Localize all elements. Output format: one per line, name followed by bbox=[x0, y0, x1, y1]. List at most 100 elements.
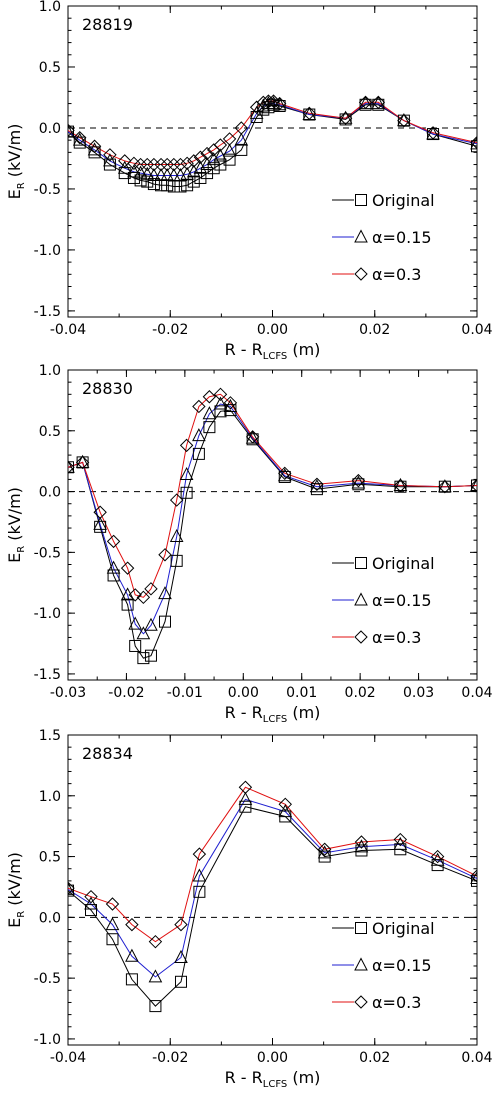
data-point-diamond bbox=[75, 455, 90, 470]
data-point-diamond bbox=[118, 154, 132, 168]
data-point-triangle bbox=[148, 969, 163, 983]
data-point-triangle bbox=[278, 804, 293, 818]
data-point-diamond bbox=[438, 479, 452, 494]
data-point-diamond bbox=[140, 157, 154, 172]
data-point-triangle bbox=[72, 132, 87, 146]
data-point-diamond bbox=[393, 832, 408, 847]
data-point-diamond bbox=[179, 438, 194, 453]
y-tick-label: -0.5 bbox=[34, 545, 61, 561]
data-point-diamond bbox=[302, 106, 317, 121]
data-point-triangle bbox=[238, 791, 253, 805]
data-point-triangle bbox=[174, 949, 188, 963]
data-point-square bbox=[223, 153, 236, 166]
data-point-square bbox=[85, 904, 98, 917]
legend-marker-triangle bbox=[354, 592, 368, 606]
y-tick-label: 1.5 bbox=[39, 728, 61, 744]
data-point-square bbox=[68, 884, 74, 897]
data-point-diamond bbox=[87, 139, 102, 153]
data-point-diamond bbox=[261, 94, 276, 108]
data-point-diamond bbox=[68, 881, 75, 895]
data-point-triangle bbox=[470, 136, 477, 150]
x-tick-label: 0.03 bbox=[403, 685, 434, 701]
legend-marker-diamond bbox=[354, 995, 368, 1009]
data-point-diamond bbox=[371, 95, 386, 110]
x-tick-label: -0.02 bbox=[152, 1050, 188, 1066]
data-point-square bbox=[147, 178, 160, 191]
y-axis-label: ER (kV/m) bbox=[5, 124, 27, 200]
legend-marker-diamond bbox=[354, 630, 368, 644]
data-point-triangle bbox=[397, 113, 411, 127]
legend-marker-triangle bbox=[354, 229, 368, 243]
data-point-triangle bbox=[213, 396, 228, 410]
data-point-square bbox=[170, 554, 183, 567]
data-point-square bbox=[137, 652, 150, 665]
data-point-triangle bbox=[192, 428, 206, 442]
data-point-triangle bbox=[180, 166, 194, 180]
data-point-diamond bbox=[354, 835, 369, 849]
y-tick-label: 0.5 bbox=[39, 850, 61, 866]
data-point-triangle bbox=[103, 153, 117, 167]
data-point-triangle bbox=[117, 160, 132, 174]
data-point-triangle bbox=[393, 836, 408, 850]
data-point-square bbox=[106, 933, 119, 946]
y-tick-label: -1.0 bbox=[34, 606, 61, 622]
data-point-diamond bbox=[154, 157, 168, 172]
x-tick-label: 0.02 bbox=[359, 1050, 390, 1066]
data-point-triangle bbox=[222, 143, 237, 157]
data-point-diamond bbox=[167, 157, 181, 172]
y-tick-label: -1.0 bbox=[34, 1032, 61, 1048]
legend-label: Original bbox=[372, 554, 435, 573]
data-point-diamond bbox=[192, 847, 207, 861]
data-point-diamond bbox=[187, 154, 201, 168]
y-axis-label: ER (kV/m) bbox=[5, 487, 27, 563]
x-tick-label: -0.01 bbox=[167, 685, 203, 701]
y-tick-label: 0.0 bbox=[39, 121, 61, 137]
data-point-square bbox=[94, 520, 107, 533]
data-point-diamond bbox=[310, 477, 324, 491]
data-point-square bbox=[352, 478, 365, 491]
legend-marker-diamond bbox=[354, 267, 368, 281]
data-point-triangle bbox=[393, 477, 408, 491]
data-point-triangle bbox=[106, 560, 121, 574]
data-point-diamond bbox=[125, 917, 139, 932]
data-point-diamond bbox=[397, 113, 411, 128]
x-tick-label: -0.04 bbox=[50, 322, 86, 338]
data-point-diamond bbox=[68, 460, 75, 474]
x-tick-label: -0.02 bbox=[108, 685, 144, 701]
data-point-square bbox=[121, 598, 134, 611]
legend-label: Original bbox=[372, 919, 435, 938]
data-point-triangle bbox=[192, 868, 207, 882]
data-point-triangle bbox=[75, 454, 90, 468]
data-point-square bbox=[207, 162, 220, 175]
data-point-diamond bbox=[338, 111, 353, 125]
series-line-1 bbox=[68, 798, 477, 978]
data-point-triangle bbox=[147, 167, 161, 182]
data-point-diamond bbox=[174, 917, 188, 932]
data-point-diamond bbox=[73, 131, 87, 145]
data-point-triangle bbox=[277, 468, 292, 482]
x-tick-label: 0.01 bbox=[286, 685, 317, 701]
data-point-square bbox=[158, 615, 171, 628]
data-point-diamond bbox=[278, 466, 292, 481]
data-point-triangle bbox=[310, 479, 324, 493]
data-point-triangle bbox=[133, 165, 148, 179]
data-point-diamond bbox=[105, 897, 120, 911]
y-tick-label: 1.0 bbox=[39, 363, 61, 379]
data-point-square bbox=[180, 486, 193, 499]
x-tick-label: 0.00 bbox=[257, 322, 288, 338]
data-point-triangle bbox=[179, 466, 194, 481]
series-line-2 bbox=[68, 786, 477, 943]
data-point-diamond bbox=[245, 430, 260, 444]
data-point-triangle bbox=[68, 124, 75, 138]
data-point-triangle bbox=[193, 160, 208, 174]
data-point-triangle bbox=[351, 475, 366, 489]
data-point-triangle bbox=[105, 917, 120, 931]
data-point-diamond bbox=[278, 797, 292, 812]
chart-panel-28830: -0.03 -0.02 -0.01 0.00 0.01 0.02 0.03 0.04 -1.5 -… bbox=[5, 363, 493, 725]
data-point-diamond bbox=[430, 849, 445, 864]
x-tick-label: 0.04 bbox=[461, 1050, 492, 1066]
data-point-diamond bbox=[202, 390, 217, 404]
data-point-triangle bbox=[68, 459, 75, 473]
y-tick-label: 1.0 bbox=[39, 0, 61, 15]
y-tick-label: -0.5 bbox=[34, 182, 61, 198]
